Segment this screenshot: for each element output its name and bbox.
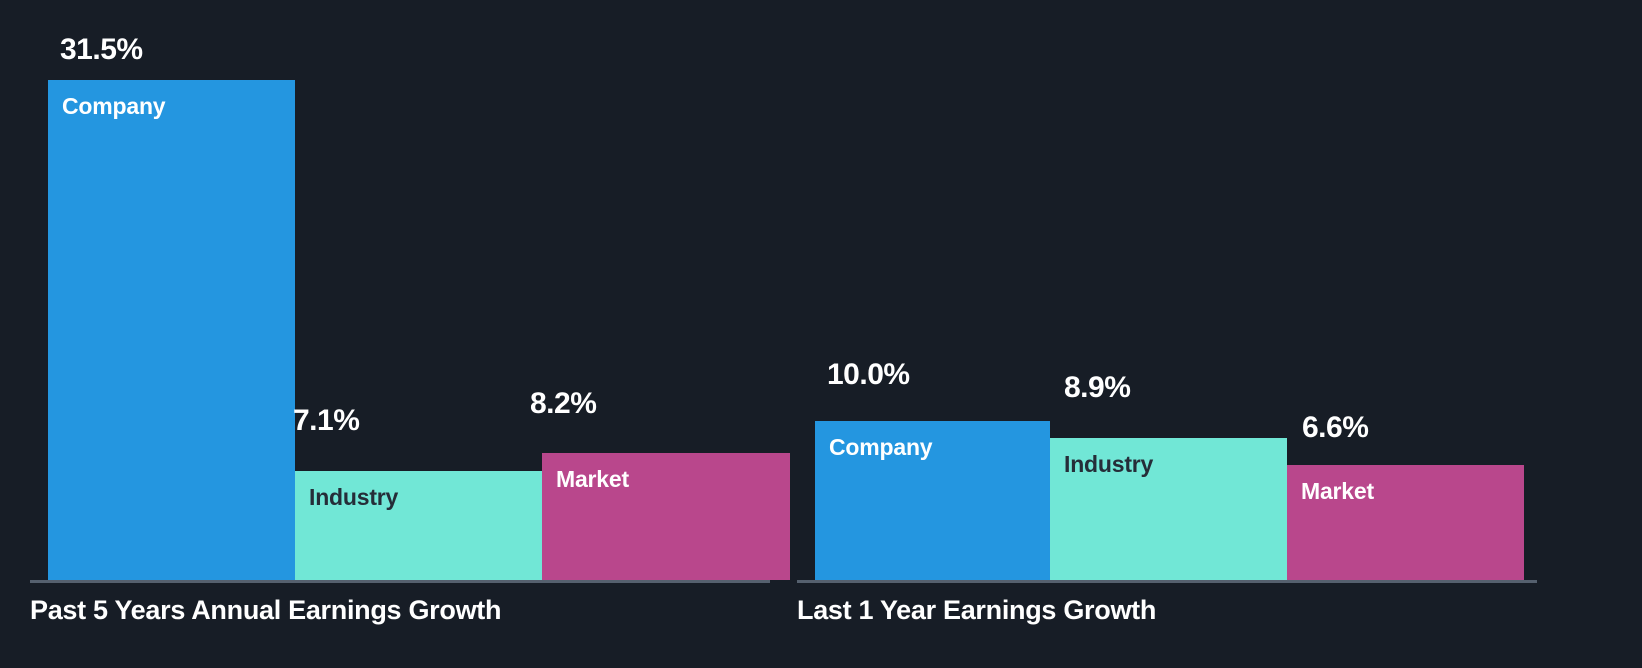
bar-value-label: 8.9%: [1064, 371, 1131, 404]
bar-industry[interactable]: Industry: [1050, 438, 1287, 580]
bar-series-label: Company: [829, 434, 933, 460]
group-title: Last 1 Year Earnings Growth: [797, 595, 1157, 625]
bar-series-label: Industry: [1064, 451, 1154, 477]
group-title: Past 5 Years Annual Earnings Growth: [30, 595, 502, 625]
bar-series-label: Industry: [309, 484, 399, 510]
plot-area: Company 10.0% Industry 8.9% Market 6.6%: [797, 0, 1572, 580]
bar-series-label: Market: [1301, 478, 1374, 504]
bar-series-label: Company: [62, 93, 166, 119]
bar-company[interactable]: Company: [48, 80, 295, 580]
bar-market[interactable]: Market: [542, 453, 790, 580]
bar-group-2: Company 10.0% Industry 8.9% Market 6.6% Last 1…: [797, 0, 1572, 668]
bar-industry[interactable]: Industry: [295, 471, 542, 580]
bar-group-1: Company 31.5% Industry 7.1% Market 8.2% Past 5…: [30, 0, 805, 668]
bar-value-label: 6.6%: [1302, 411, 1369, 444]
bar-market[interactable]: Market: [1287, 465, 1524, 580]
axis-baseline: [30, 580, 770, 583]
bar-series-label: Market: [556, 466, 629, 492]
bar-value-label: 10.0%: [827, 358, 910, 391]
axis-baseline: [797, 580, 1537, 583]
bar-value-label: 7.1%: [293, 404, 360, 437]
plot-area: Company 31.5% Industry 7.1% Market 8.2%: [30, 0, 805, 580]
bar-company[interactable]: Company: [815, 421, 1050, 580]
bar-value-label: 31.5%: [60, 33, 143, 66]
bar-value-label: 8.2%: [530, 387, 597, 420]
